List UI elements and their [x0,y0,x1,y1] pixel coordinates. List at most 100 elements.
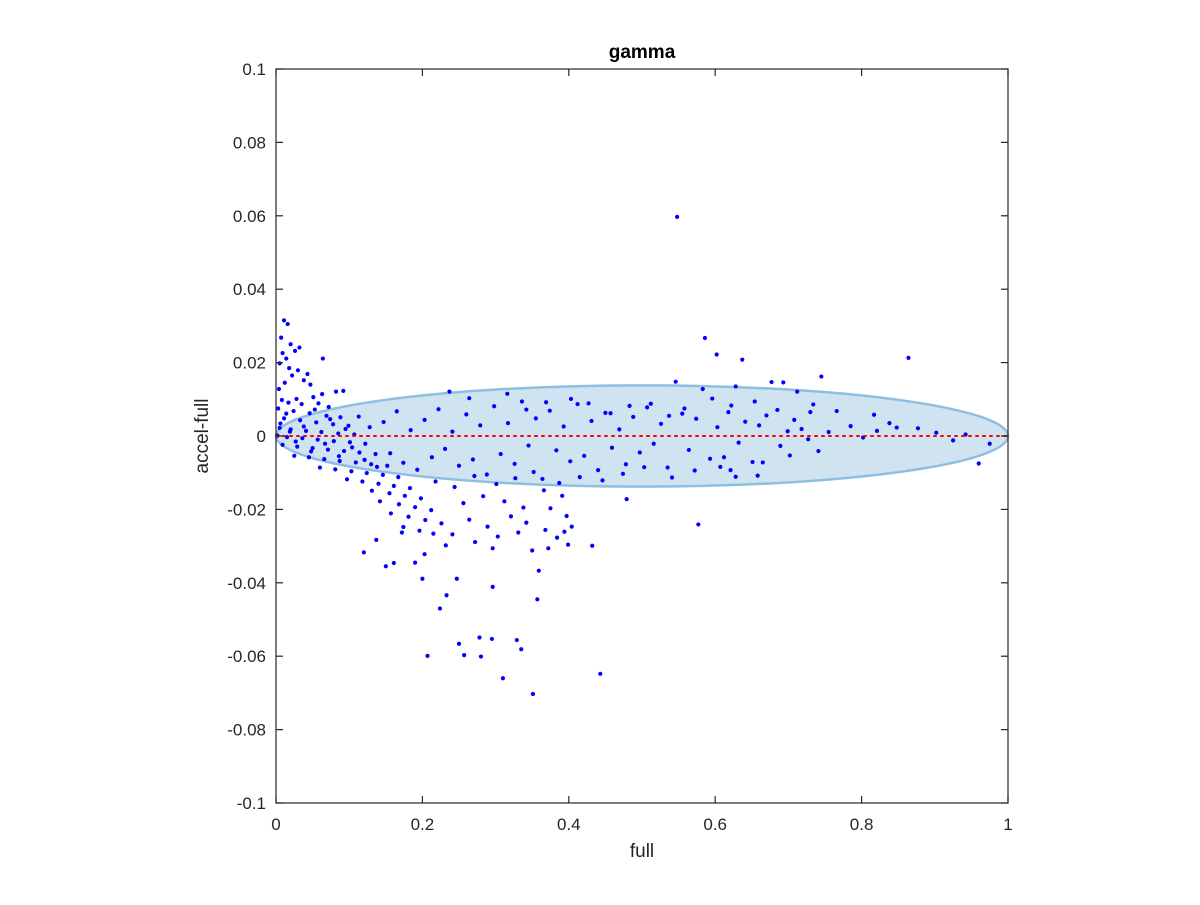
data-point [418,496,424,501]
y-tick-label: 0.02 [233,354,266,373]
data-point [461,501,466,506]
data-point [387,491,392,496]
data-point [361,550,366,555]
data-point [367,425,372,430]
data-point [319,429,324,435]
data-point [305,371,310,377]
data-point [673,379,678,384]
data-point [874,428,880,433]
data-point [524,407,529,412]
y-tick-label: -0.08 [227,721,266,740]
data-point [546,546,551,551]
data-point [508,514,514,519]
data-point [336,431,341,436]
data-point [310,446,315,451]
data-point [806,437,811,442]
data-point [356,414,361,419]
data-point [826,429,831,435]
data-point [524,520,529,525]
data-point [764,413,769,418]
data-point [645,405,650,410]
x-tick-label: 0.2 [411,815,435,834]
data-point [412,560,418,565]
data-point [374,464,380,469]
data-point [279,335,284,340]
data-point [314,420,319,425]
data-point [297,345,302,350]
data-point [369,462,374,467]
data-point [322,441,328,446]
data-point [420,576,425,581]
chart-title: gamma [609,42,676,63]
data-point [380,472,385,478]
data-point [394,409,399,414]
data-point [834,408,839,414]
data-point [642,465,647,470]
data-point [740,357,745,362]
data-point [848,423,853,429]
data-point [429,508,434,513]
data-point [309,449,314,454]
data-point [769,379,774,385]
data-point [631,414,636,420]
data-point [560,493,565,498]
data-point [887,421,892,426]
data-point [312,407,317,412]
data-point [450,429,455,434]
data-point [456,463,462,468]
data-point [623,462,628,467]
data-point [311,394,316,400]
data-point [795,389,800,394]
data-point [280,442,285,447]
data-point [276,406,281,411]
data-point [450,532,455,537]
y-tick-label: 0 [257,427,266,446]
data-point [295,444,300,449]
data-point [407,486,413,491]
data-point [317,465,323,470]
data-point [322,457,327,462]
data-point [357,450,362,455]
data-point [781,380,786,385]
y-tick-label: -0.04 [227,574,266,593]
data-point [707,456,713,461]
data-point [284,356,289,361]
data-point [489,636,495,642]
data-point [412,505,418,510]
data-point [286,400,291,405]
data-point [505,391,510,396]
data-point [292,453,297,458]
data-point [490,584,495,589]
data-point [308,382,313,387]
data-point [391,560,396,566]
data-point [281,318,287,323]
data-point [429,455,435,460]
data-point [422,417,427,422]
data-point [498,451,503,457]
data-point [320,356,325,361]
data-point [277,361,282,366]
data-point [733,474,738,479]
data-point [478,423,483,428]
data-point [470,457,476,462]
data-point [589,418,594,424]
data-point [333,467,338,472]
data-point [694,416,699,421]
data-point [333,389,339,394]
data-point [535,597,540,602]
data-point [383,564,388,569]
data-point [360,479,365,484]
data-point [721,455,727,460]
data-point [658,421,664,426]
data-point [452,484,457,490]
data-point [494,481,499,487]
data-point [569,524,574,529]
data-point [353,460,358,465]
data-point [301,424,306,429]
data-point [291,408,296,414]
data-point [299,401,304,407]
x-tick-label: 0.8 [850,815,874,834]
data-point [755,473,760,478]
data-point [281,416,287,421]
